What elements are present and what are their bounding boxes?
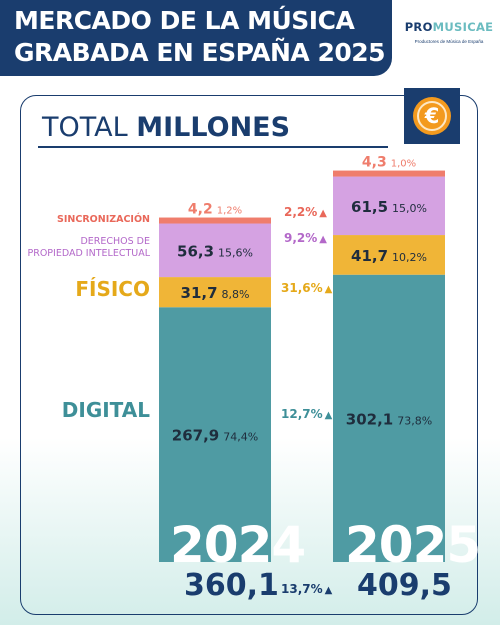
growth-sincronizacion-value: 2,2% — [284, 205, 318, 219]
label-sincronizacion: SINCRONIZACIÓN — [57, 214, 150, 225]
growth-digital-value: 12,7% — [281, 407, 323, 421]
growth-fisico-value: 31,6% — [281, 281, 323, 295]
total-2024: 360,1 — [184, 568, 279, 603]
header-band: MERCADO DE LA MÚSICA GRABADA EN ESPAÑA 2… — [0, 0, 392, 76]
growth-fisico: 31,6% ▲ — [281, 281, 332, 295]
label-fisico: FÍSICO — [75, 277, 150, 301]
year-label-2025: 2025 — [345, 516, 481, 574]
label-derechos: DERECHOS DE PROPIEDAD INTELECTUAL — [27, 236, 150, 260]
logo-wordmark: PROMUSICAE — [404, 20, 494, 34]
title-underline — [38, 146, 388, 148]
up-arrow-icon: ▲ — [324, 585, 333, 596]
page-title-line-1: MERCADO DE LA MÚSICA — [14, 6, 355, 35]
logo-wordmark-musicae: MUSICAE — [432, 20, 494, 34]
promusicae-logo: PROMUSICAE Productores de Música de Espa… — [404, 20, 494, 44]
growth-sincronizacion: 2,2% ▲ — [284, 205, 327, 219]
growth-digital: 12,7% ▲ — [281, 407, 332, 421]
chart-title-bold: MILLONES — [136, 112, 291, 143]
chart-title: TOTAL MILLONES — [42, 112, 290, 143]
label-digital: DIGITAL — [61, 398, 150, 422]
logo-wordmark-pro: PRO — [404, 20, 433, 34]
chart-title-light: TOTAL — [42, 112, 128, 143]
up-arrow-icon: ▲ — [324, 410, 333, 421]
euro-coin-icon: € — [413, 97, 451, 135]
euro-badge: € — [404, 88, 460, 144]
total-2025: 409,5 — [357, 568, 452, 603]
growth-total: 13,7% ▲ — [281, 582, 332, 596]
up-arrow-icon: ▲ — [319, 234, 327, 245]
up-arrow-icon: ▲ — [324, 284, 333, 295]
up-arrow-icon: ▲ — [319, 208, 327, 219]
year-label-2024: 2024 — [170, 516, 306, 574]
growth-total-value: 13,7% — [281, 582, 323, 596]
growth-derechos: 9,2% ▲ — [284, 231, 327, 245]
label-derechos-line-2: PROPIEDAD INTELECTUAL — [27, 248, 150, 259]
chart-panel — [20, 95, 478, 615]
page-title-line-2: GRABADA EN ESPAÑA 2025 — [14, 38, 386, 67]
growth-derechos-value: 9,2% — [284, 231, 318, 245]
logo-subtitle: Productores de Música de España — [414, 39, 484, 44]
label-derechos-line-1: DERECHOS DE — [80, 236, 150, 247]
